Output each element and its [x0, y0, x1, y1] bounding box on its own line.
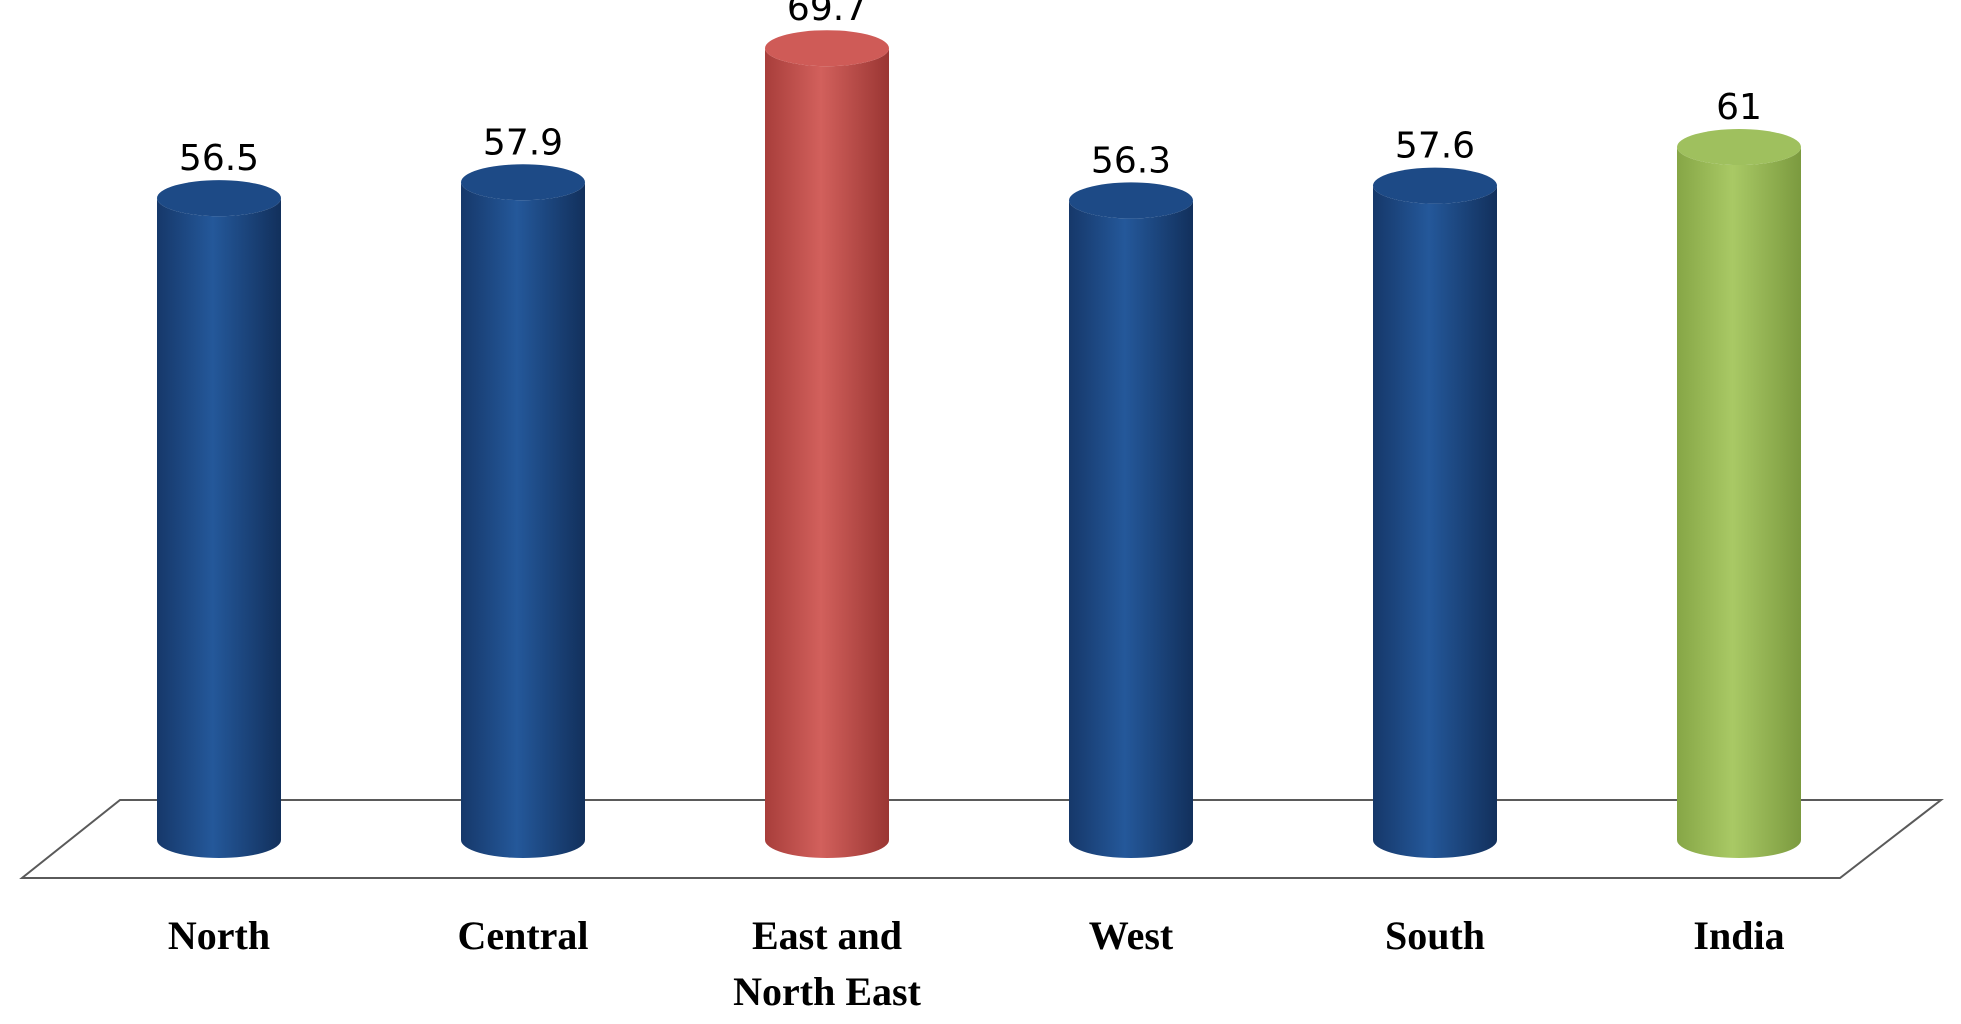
category-label-line: North [168, 913, 270, 958]
bars-group [157, 30, 1801, 859]
value-labels-group: 56.5 57.9 69.7 56.3 57.6 61 [179, 0, 1762, 181]
bar-body-central [461, 182, 585, 859]
category-label-central: Central [457, 913, 588, 958]
bar-top-north [157, 180, 281, 217]
category-label-line: East and [752, 913, 902, 958]
bar-east-and-north-east [765, 30, 889, 858]
bar-west [1069, 182, 1193, 858]
category-label-south: South [1385, 913, 1485, 958]
bar-top-west [1069, 182, 1193, 219]
bar-south [1373, 167, 1497, 858]
category-label-line: West [1089, 913, 1174, 958]
category-label-east-and-north-east: East and North East [733, 913, 921, 1014]
bar-top-central [461, 164, 585, 201]
chart-floor [19, 799, 1944, 879]
bar-body-east-and-north-east [765, 48, 889, 858]
bar-top-east-and-north-east [765, 30, 889, 67]
category-label-line: North East [733, 969, 921, 1014]
bar-body-west [1069, 200, 1193, 858]
bar-india [1677, 129, 1801, 859]
value-label-central: 57.9 [483, 122, 563, 163]
category-labels-group: North Central East and North East West South I… [168, 913, 1785, 1014]
value-label-east-and-north-east: 69.7 [787, 0, 867, 29]
bar-body-india [1677, 147, 1801, 859]
category-label-west: West [1089, 913, 1174, 958]
bar-top-south [1373, 167, 1497, 204]
bar-top-india [1677, 129, 1801, 166]
bar-north [157, 180, 281, 858]
category-label-line: Central [457, 913, 588, 958]
category-label-line: India [1693, 913, 1784, 958]
category-label-india: India [1693, 913, 1784, 958]
value-label-south: 57.6 [1395, 126, 1475, 167]
value-label-north: 56.5 [179, 138, 259, 179]
bar-body-north [157, 198, 281, 858]
value-label-west: 56.3 [1091, 140, 1171, 181]
bar-central [461, 164, 585, 859]
value-label-india: 61 [1716, 87, 1762, 128]
category-label-north: North [168, 913, 270, 958]
bar-body-south [1373, 185, 1497, 858]
category-label-line: South [1385, 913, 1485, 958]
